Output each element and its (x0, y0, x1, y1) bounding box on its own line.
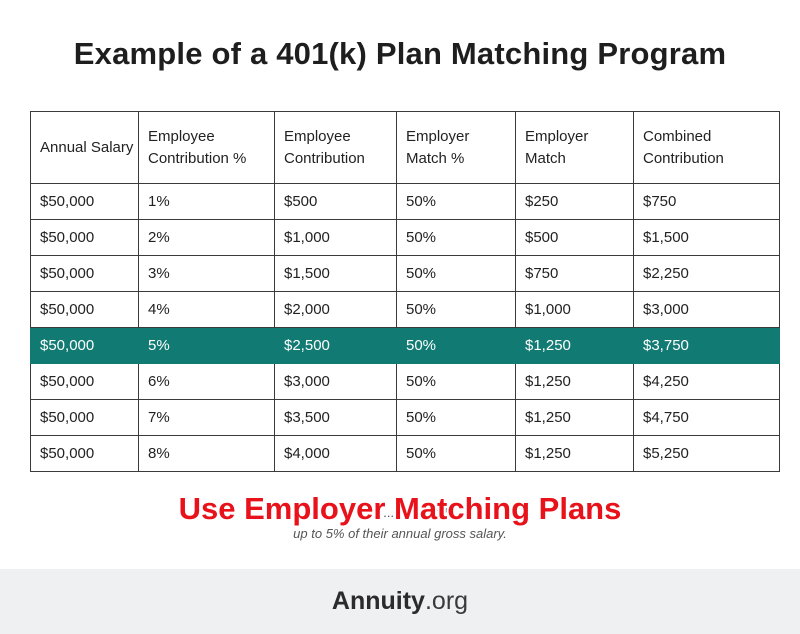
cell-employer-match-pct: 50% (396, 435, 516, 472)
cell-employer-match-pct: 50% (396, 363, 516, 400)
header-employer-match: Employer Match (515, 111, 634, 184)
header-combined-contribution: Combined Contribution (633, 111, 780, 184)
cell-annual-salary: $50,000 (30, 183, 139, 220)
cell-employee-contribution: $4,000 (274, 435, 397, 472)
header-employee-contribution: Employee Contribution (274, 111, 397, 184)
cell-employer-match: $1,250 (515, 435, 634, 472)
logo-tld: .org (424, 587, 469, 615)
page-title: Example of a 401(k) Plan Matching Progra… (73, 36, 727, 71)
cell-employee-contribution-pct: 8% (138, 435, 275, 472)
table-row: $50,000 5% $2,500 50% $1,250 $3,750 (30, 327, 780, 364)
cell-employee-contribution-pct: 3% (138, 255, 275, 292)
cell-combined-contribution: $4,250 (633, 363, 780, 400)
cell-employer-match: $1,250 (515, 399, 634, 436)
header-annual-salary: Annual Salary (30, 111, 139, 184)
cell-employee-contribution-pct: 7% (138, 399, 275, 436)
matching-table: Annual Salary Employee Contribution % Em… (30, 111, 780, 472)
cell-employer-match-pct: 50% (396, 219, 516, 256)
cell-combined-contribution: $750 (633, 183, 780, 220)
cell-employee-contribution: $1,000 (274, 219, 397, 256)
footnote-line-1: *Th... ...uld match (349, 505, 451, 520)
cell-annual-salary: $50,000 (30, 363, 139, 400)
cell-employer-match: $750 (515, 255, 634, 292)
table-row: $50,000 6% $3,000 50% $1,250 $4,250 (30, 363, 780, 400)
cell-employee-contribution-pct: 5% (138, 327, 275, 364)
cell-employee-contribution-pct: 2% (138, 219, 275, 256)
cell-employer-match-pct: 50% (396, 291, 516, 328)
table-row: $50,000 1% $500 50% $250 $750 (30, 183, 780, 220)
cell-employee-contribution-pct: 6% (138, 363, 275, 400)
cell-employer-match-pct: 50% (396, 255, 516, 292)
cell-employee-contribution: $2,500 (274, 327, 397, 364)
cell-employer-match-pct: 50% (396, 183, 516, 220)
cell-annual-salary: $50,000 (30, 435, 139, 472)
cell-employee-contribution-pct: 4% (138, 291, 275, 328)
cell-combined-contribution: $5,250 (633, 435, 780, 472)
cell-annual-salary: $50,000 (30, 327, 139, 364)
footer: Annuity.org (0, 569, 800, 634)
cell-employee-contribution: $2,000 (274, 291, 397, 328)
cell-combined-contribution: $3,000 (633, 291, 780, 328)
cell-annual-salary: $50,000 (30, 291, 139, 328)
table-row: $50,000 8% $4,000 50% $1,250 $5,250 (30, 435, 780, 472)
cell-employer-match: $1,250 (515, 327, 634, 364)
annuity-logo[interactable]: Annuity.org (0, 587, 800, 616)
cell-combined-contribution: $1,500 (633, 219, 780, 256)
header-employer-match-pct: Employer Match % (396, 111, 516, 184)
cell-employer-match: $1,250 (515, 363, 634, 400)
table-header-row: Annual Salary Employee Contribution % Em… (30, 111, 780, 184)
table-row: $50,000 4% $2,000 50% $1,000 $3,000 (30, 291, 780, 328)
table-row: $50,000 3% $1,500 50% $750 $2,250 (30, 255, 780, 292)
overlay-caption: Use Employer Matching Plans (178, 491, 622, 526)
cell-employee-contribution: $1,500 (274, 255, 397, 292)
cell-employer-match: $500 (515, 219, 634, 256)
footnote-line-2: up to 5% of their annual gross salary. (293, 526, 507, 541)
cell-combined-contribution: $2,250 (633, 255, 780, 292)
cell-employee-contribution: $3,500 (274, 399, 397, 436)
cell-combined-contribution: $3,750 (633, 327, 780, 364)
cell-combined-contribution: $4,750 (633, 399, 780, 436)
table-row: $50,000 2% $1,000 50% $500 $1,500 (30, 219, 780, 256)
cell-employer-match: $250 (515, 183, 634, 220)
cell-annual-salary: $50,000 (30, 219, 139, 256)
logo-brand: Annuity (331, 587, 425, 615)
cell-employee-contribution-pct: 1% (138, 183, 275, 220)
cell-employee-contribution: $3,000 (274, 363, 397, 400)
cell-annual-salary: $50,000 (30, 255, 139, 292)
cell-annual-salary: $50,000 (30, 399, 139, 436)
table-row: $50,000 7% $3,500 50% $1,250 $4,750 (30, 399, 780, 436)
header-employee-contribution-pct: Employee Contribution % (138, 111, 275, 184)
cell-employer-match: $1,000 (515, 291, 634, 328)
cell-employee-contribution: $500 (274, 183, 397, 220)
cell-employer-match-pct: 50% (396, 327, 516, 364)
cell-employer-match-pct: 50% (396, 399, 516, 436)
footnote: *Th... ...uld match up to 5% of their an… (0, 502, 800, 544)
